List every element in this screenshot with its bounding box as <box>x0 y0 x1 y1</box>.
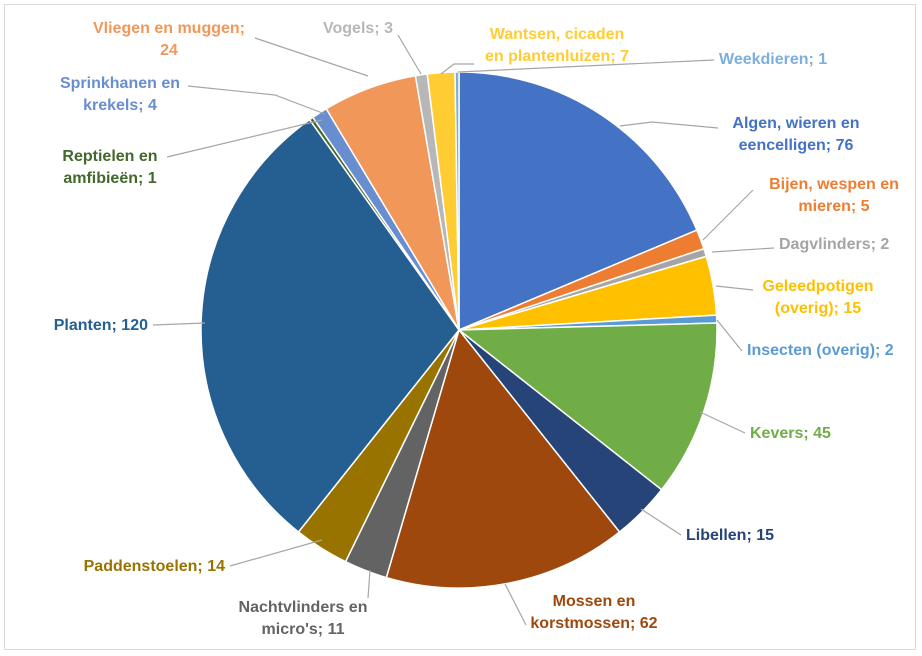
data-label-bijen-wespen-en-mieren: Bijen, wespen en mieren; 5 <box>769 176 899 215</box>
leader-line-wantsen-cicaden-en-plantenluizen <box>440 63 474 75</box>
leader-line-insecten-overig <box>716 319 743 352</box>
leader-line-kevers <box>699 411 746 434</box>
data-label-vogels: Vogels; 3 <box>323 20 393 37</box>
data-label-wantsen-cicaden-en-plantenluizen: Wantsen, cicaden en plantenluizen; 7 <box>485 26 629 65</box>
data-label-planten: Planten; 120 <box>54 317 148 334</box>
data-label-vliegen-en-muggen: Vliegen en muggen; 24 <box>93 20 245 59</box>
leader-line-reptielen-en-amfibieen <box>166 119 323 158</box>
leader-line-bijen-wespen-en-mieren <box>702 189 754 241</box>
data-label-sprinkhanen-en-krekels: Sprinkhanen en krekels; 4 <box>60 75 180 114</box>
leader-line-mossen-en-korstmossen <box>504 583 527 626</box>
leader-line-vogels <box>397 34 422 75</box>
data-label-algen-wieren-en-eencelligen: Algen, wieren en eencelligen; 76 <box>732 115 859 154</box>
leader-line-weekdieren <box>457 59 715 73</box>
leader-line-paddenstoelen <box>229 539 323 567</box>
pie-slice-kevers[interactable] <box>456 322 718 491</box>
leader-line-nachtvlinders-en-micro-s <box>367 569 371 599</box>
leader-line-geleedpotigen-overig <box>715 285 754 291</box>
pie-slices <box>200 71 718 589</box>
leader-line-vliegen-en-muggen <box>254 37 369 77</box>
leader-line-algen-wieren-en-eencelligen <box>619 121 719 129</box>
pie-slice-algen-wieren-en-eencelligen[interactable] <box>458 71 698 332</box>
data-labels: Algen, wieren en eencelligen; 76 Bijen, we… <box>54 20 899 638</box>
leader-line-sprinkhanen-en-krekels <box>187 85 326 115</box>
data-label-kevers: Kevers; 45 <box>750 425 831 442</box>
data-label-weekdieren: Weekdieren; 1 <box>719 51 827 68</box>
leader-line-libellen <box>640 508 682 536</box>
data-label-libellen: Libellen; 15 <box>686 527 774 544</box>
leader-line-planten <box>152 322 206 326</box>
data-label-mossen-en-korstmossen: Mossen en korstmossen; 62 <box>530 593 657 632</box>
data-label-geleedpotigen-overig: Geleedpotigen (overig); 15 <box>762 278 873 317</box>
data-label-reptielen-en-amfibieen: Reptielen en amfibieën; 1 <box>62 148 157 187</box>
data-label-paddenstoelen: Paddenstoelen; 14 <box>84 558 225 575</box>
data-label-insecten-overig: Insecten (overig); 2 <box>747 342 894 359</box>
leader-line-dagvlinders <box>711 247 775 253</box>
data-label-dagvlinders: Dagvlinders; 2 <box>779 236 889 253</box>
pie-slice-mossen-en-korstmossen[interactable] <box>385 328 621 589</box>
data-label-nachtvlinders-en-micro-s: Nachtvlinders en micro's; 11 <box>239 599 368 638</box>
